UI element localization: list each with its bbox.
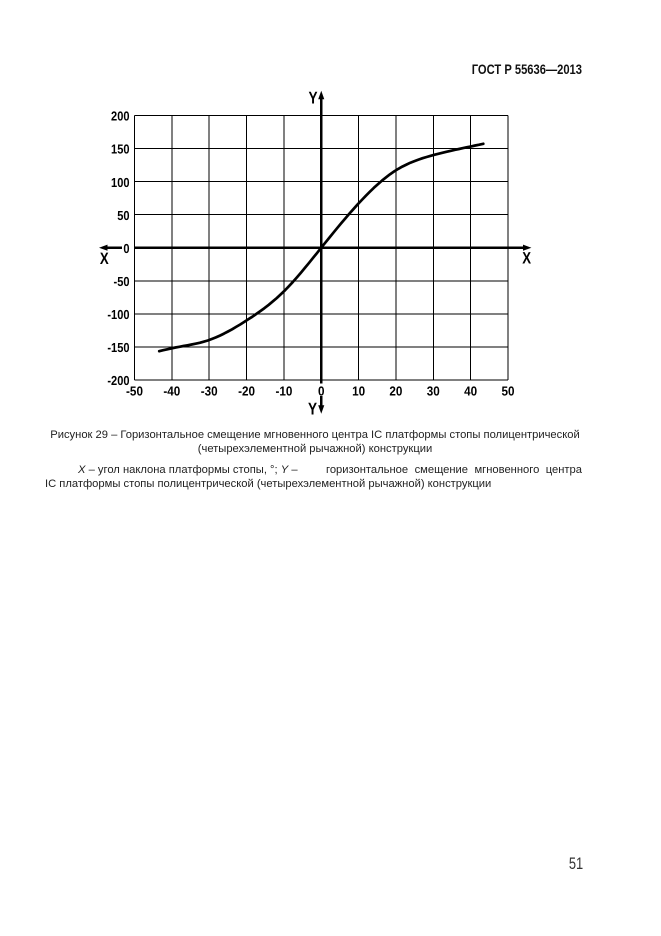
svg-text:Y: Y	[308, 89, 318, 108]
svg-text:X: X	[100, 250, 109, 268]
svg-text:30: 30	[427, 383, 440, 398]
svg-text:-10: -10	[275, 383, 292, 398]
svg-text:Y: Y	[308, 400, 318, 419]
svg-text:50: 50	[501, 383, 514, 398]
svg-text:-40: -40	[163, 383, 180, 398]
svg-text:10: 10	[352, 383, 365, 398]
svg-text:X: X	[522, 250, 531, 268]
svg-text:-200: -200	[107, 373, 129, 388]
svg-text:0: 0	[123, 241, 129, 256]
svg-text:-30: -30	[201, 383, 218, 398]
svg-text:150: 150	[111, 142, 129, 157]
svg-text:200: 200	[111, 109, 129, 124]
svg-text:-100: -100	[107, 307, 129, 322]
svg-text:40: 40	[464, 383, 477, 398]
svg-text:-50: -50	[114, 274, 130, 289]
svg-text:-20: -20	[238, 383, 255, 398]
svg-text:-50: -50	[126, 383, 143, 398]
svg-text:-150: -150	[107, 340, 129, 355]
svg-text:0: 0	[318, 383, 325, 398]
svg-text:20: 20	[389, 383, 402, 398]
svg-text:100: 100	[111, 175, 129, 190]
svg-text:50: 50	[117, 208, 129, 223]
